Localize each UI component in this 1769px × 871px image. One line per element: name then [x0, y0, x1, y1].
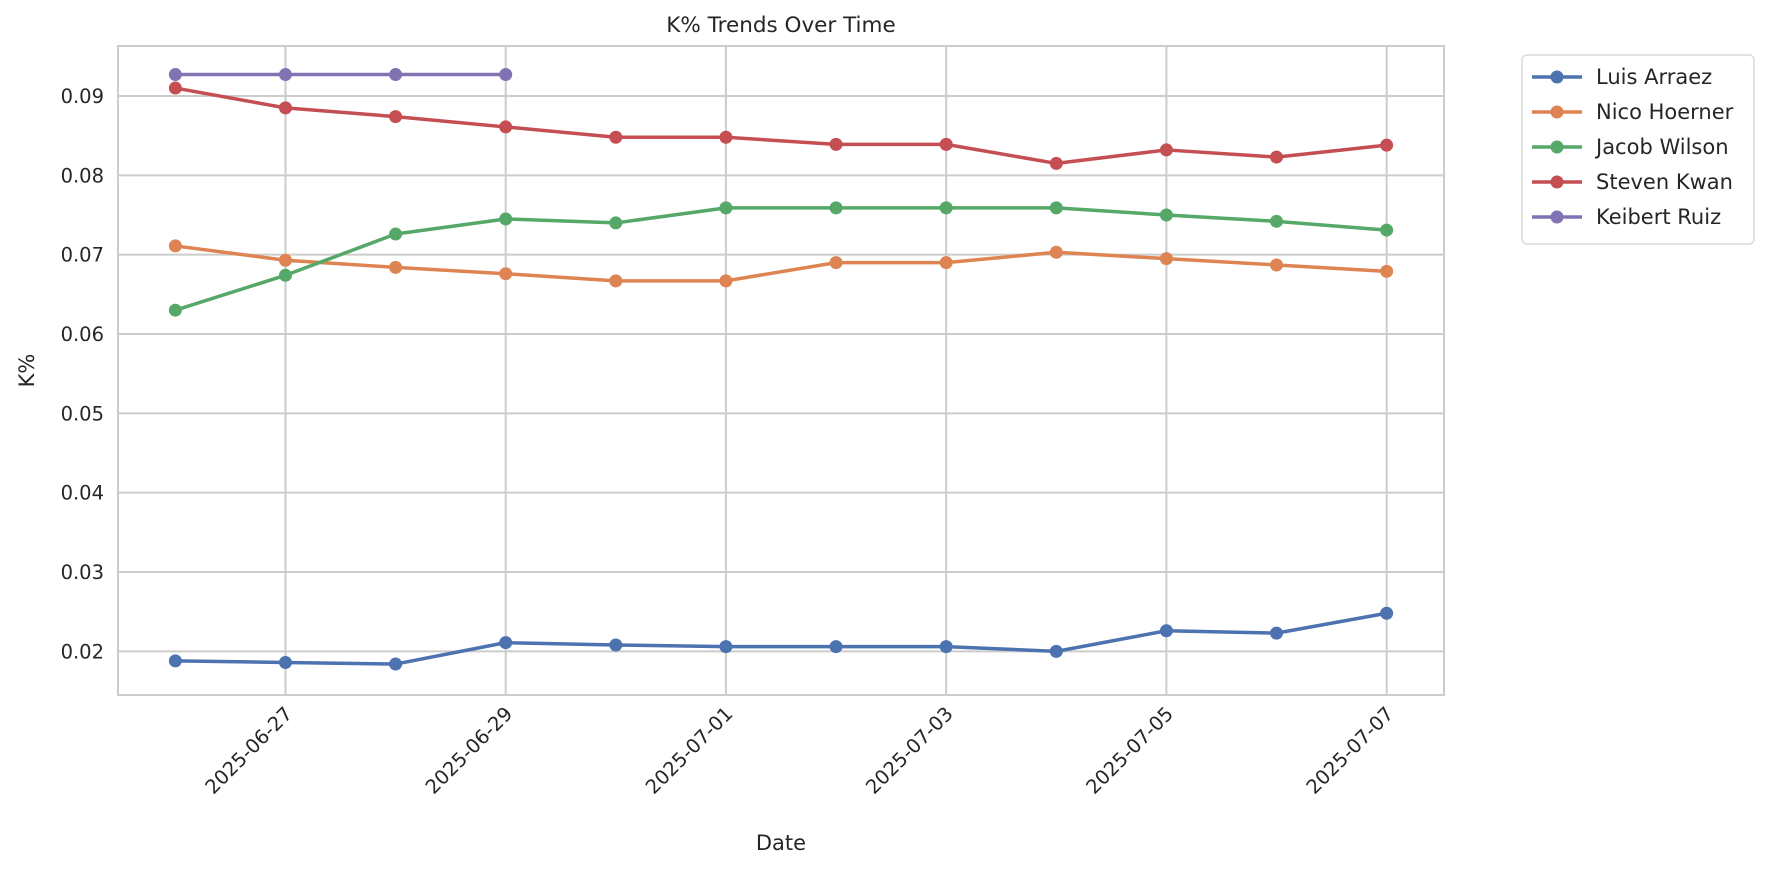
- data-point: [278, 253, 292, 267]
- data-point: [1049, 245, 1063, 259]
- data-point: [829, 640, 843, 654]
- data-point: [1159, 624, 1173, 638]
- data-point: [1270, 258, 1284, 272]
- data-point: [609, 130, 623, 144]
- data-point: [1380, 264, 1394, 278]
- legend: Luis Arraez Nico Hoerner Jacob Wilson Steve…: [1521, 54, 1755, 245]
- legend-label: Luis Arraez: [1596, 65, 1712, 89]
- data-point: [389, 227, 403, 241]
- y-axis-label: K%: [15, 354, 39, 388]
- data-point: [829, 256, 843, 270]
- data-point: [939, 640, 953, 654]
- data-point: [499, 120, 513, 134]
- series-line-jacob-wilson: [173, 206, 1389, 312]
- series-line-luis-arraez: [173, 611, 1389, 666]
- y-tick-label: 0.03: [61, 561, 104, 584]
- data-point: [719, 201, 733, 215]
- y-tick-label: 0.02: [61, 640, 104, 663]
- data-point: [719, 274, 733, 288]
- series-jacob-wilson: [168, 201, 1394, 317]
- data-point: [499, 68, 513, 82]
- series-line-steven-kwan: [173, 86, 1389, 166]
- legend-item-keibert-ruiz: Keibert Ruiz: [1532, 205, 1721, 229]
- data-point: [1270, 626, 1284, 640]
- data-point: [499, 212, 513, 226]
- data-point: [499, 636, 513, 650]
- data-point: [278, 655, 292, 669]
- data-point: [1270, 214, 1284, 228]
- data-point: [389, 260, 403, 274]
- legend-item-nico-hoerner: Nico Hoerner: [1532, 100, 1734, 124]
- data-point: [1049, 201, 1063, 215]
- data-point: [609, 274, 623, 288]
- data-point: [1159, 143, 1173, 157]
- data-point: [278, 268, 292, 282]
- data-point: [389, 110, 403, 124]
- y-tick-label: 0.08: [61, 164, 104, 187]
- data-point: [1380, 223, 1394, 237]
- series-steven-kwan: [168, 81, 1394, 170]
- legend-label: Steven Kwan: [1596, 170, 1733, 194]
- x-axis-label: Date: [756, 831, 806, 855]
- y-tick-label: 0.06: [61, 323, 104, 346]
- data-point: [278, 101, 292, 115]
- chart-title: K% Trends Over Time: [666, 13, 895, 38]
- data-point: [389, 657, 403, 671]
- legend-marker: [1550, 210, 1564, 224]
- legend-label: Keibert Ruiz: [1596, 205, 1721, 229]
- data-point: [939, 201, 953, 215]
- legend-marker: [1550, 70, 1564, 84]
- data-point: [499, 267, 513, 281]
- series-lines: [168, 68, 1394, 671]
- y-tick-label: 0.09: [61, 85, 104, 108]
- data-point: [168, 303, 182, 317]
- y-tick-label: 0.04: [61, 482, 104, 505]
- legend-frame: [1521, 54, 1755, 245]
- data-point: [1049, 644, 1063, 658]
- data-point: [1159, 252, 1173, 266]
- data-point: [1159, 208, 1173, 222]
- data-point: [278, 68, 292, 82]
- legend-item-steven-kwan: Steven Kwan: [1532, 170, 1733, 194]
- data-point: [719, 130, 733, 144]
- legend-marker: [1550, 140, 1564, 154]
- data-point: [609, 638, 623, 652]
- legend-item-luis-arraez: Luis Arraez: [1532, 65, 1712, 89]
- data-point: [1049, 156, 1063, 170]
- data-point: [719, 640, 733, 654]
- series-line-nico-hoerner: [173, 244, 1389, 283]
- series-keibert-ruiz: [168, 68, 513, 82]
- data-point: [1270, 150, 1284, 164]
- y-tick-label: 0.05: [61, 402, 104, 425]
- legend-marker: [1550, 105, 1564, 119]
- data-point: [168, 68, 182, 82]
- data-point: [1380, 606, 1394, 620]
- data-point: [389, 68, 403, 82]
- data-point: [829, 201, 843, 215]
- data-point: [609, 216, 623, 230]
- grid-lines: [118, 46, 1444, 695]
- series-nico-hoerner: [168, 239, 1394, 288]
- data-point: [939, 137, 953, 151]
- legend-marker: [1550, 175, 1564, 189]
- series-luis-arraez: [168, 606, 1394, 671]
- legend-item-jacob-wilson: Jacob Wilson: [1532, 135, 1729, 159]
- y-tick-label: 0.07: [61, 244, 104, 267]
- data-point: [1380, 138, 1394, 152]
- data-point: [829, 137, 843, 151]
- data-point: [168, 654, 182, 668]
- legend-label: Nico Hoerner: [1596, 100, 1734, 124]
- data-point: [939, 256, 953, 270]
- data-point: [168, 81, 182, 95]
- legend-label: Jacob Wilson: [1594, 135, 1729, 159]
- data-point: [168, 239, 182, 253]
- plot-area-frame: [117, 45, 1445, 696]
